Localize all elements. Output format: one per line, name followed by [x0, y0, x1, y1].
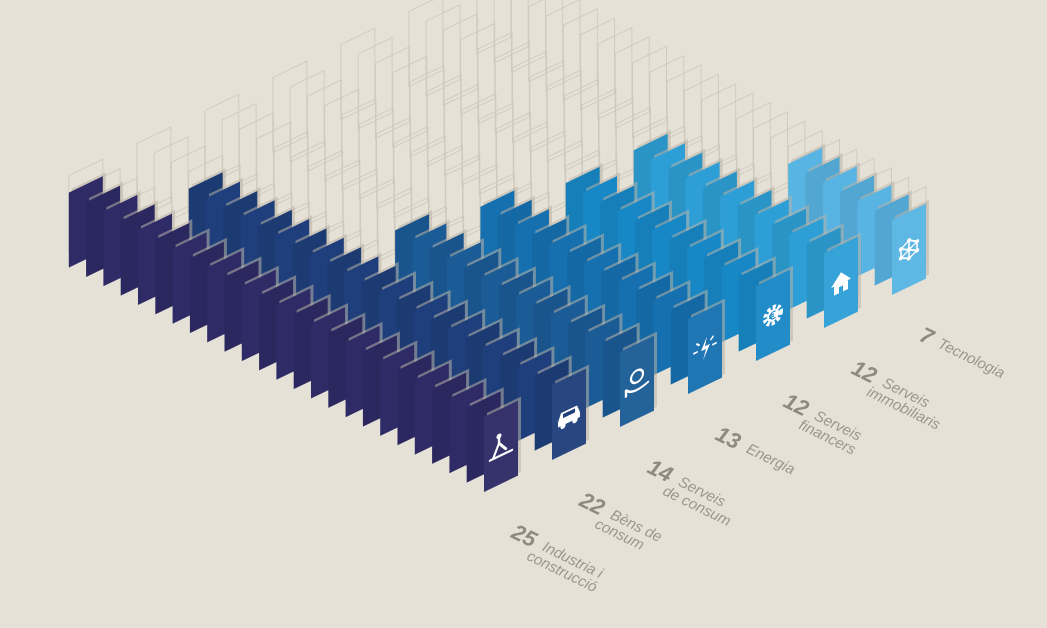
empty-slot-outline	[460, 22, 496, 116]
empty-slot-outline	[325, 158, 361, 252]
empty-slot-outline	[306, 79, 342, 173]
sector-value: 7	[916, 322, 940, 351]
empty-slot-outline	[308, 149, 344, 243]
filled-unit-cards	[68, 129, 929, 492]
empty-slot-outline	[428, 144, 463, 238]
unit-card	[892, 199, 929, 295]
empty-slot-outline	[546, 69, 582, 163]
empty-slot-outline	[408, 0, 444, 88]
empty-slot-outline	[649, 54, 685, 148]
empty-slot-outline	[735, 101, 771, 195]
lightning-icon	[693, 335, 717, 361]
empty-slot-outline	[597, 26, 633, 120]
gear-euro-icon	[763, 304, 783, 327]
empty-slot-outline	[545, 0, 581, 92]
sector-value: 25	[507, 519, 542, 553]
empty-slot-outline	[272, 60, 308, 154]
empty-slot-outline	[496, 111, 531, 205]
hand-coin-icon	[624, 368, 650, 398]
empty-slot-outline	[461, 92, 497, 186]
empty-slot-outline	[512, 50, 548, 144]
empty-slot-outline	[530, 130, 566, 224]
empty-slot-outline	[289, 69, 325, 163]
unit-card	[756, 265, 793, 361]
empty-slot-outline	[753, 111, 789, 204]
empty-slot-outline	[562, 8, 598, 102]
network-icon	[898, 237, 920, 261]
sector-value: 12	[780, 388, 814, 422]
empty-slot-outline	[718, 92, 754, 186]
empty-slot-outline	[701, 83, 737, 176]
empty-slot-outline	[153, 135, 189, 229]
unit-card	[552, 364, 589, 460]
empty-slot-outline	[340, 27, 376, 121]
unit-card	[688, 298, 725, 394]
unit-card	[824, 232, 861, 328]
empty-slot-outline	[358, 107, 394, 201]
empty-slot-outline	[580, 17, 616, 111]
empty-slot-outline	[445, 153, 481, 247]
sector-label: Energia	[744, 440, 798, 478]
empty-slot-outline	[528, 0, 564, 83]
empty-slot-outline	[493, 0, 529, 64]
empty-slot-outline	[510, 0, 546, 74]
empty-slot-outline	[442, 13, 478, 107]
empty-slot-outline	[324, 88, 360, 182]
car-icon	[558, 405, 580, 430]
empty-slot-outline	[392, 55, 428, 149]
empty-slot-outline	[683, 73, 719, 167]
empty-slot-outline	[409, 64, 445, 158]
empty-slot-outline	[477, 31, 513, 125]
unit-card	[484, 396, 521, 492]
empty-slot-outline	[374, 46, 410, 140]
empty-slot-outline	[341, 97, 377, 191]
empty-slot-outline	[666, 64, 702, 158]
sector-label: Tecnologia	[935, 335, 1007, 382]
empty-slot-outline	[478, 102, 514, 196]
empty-slot-outline	[426, 74, 462, 168]
crane-icon	[488, 433, 514, 462]
empty-slot-outline	[581, 87, 617, 181]
empty-slot-outline	[444, 83, 480, 177]
empty-slot-outline	[376, 116, 412, 210]
empty-slot-outline	[256, 121, 292, 215]
empty-slot-outline	[529, 59, 565, 153]
empty-slot-outline	[564, 78, 599, 172]
empty-slot-outline	[410, 135, 446, 229]
empty-slot-outline	[221, 102, 257, 196]
unit-card	[620, 331, 657, 427]
empty-slot-outline	[632, 45, 667, 139]
empty-slot-outline	[342, 168, 378, 262]
sector-value: 13	[712, 421, 745, 454]
empty-slot-outline	[136, 126, 172, 220]
empty-slot-outline	[204, 93, 240, 187]
empty-slot-outline	[614, 36, 650, 130]
empty-slot-outline	[290, 140, 326, 234]
sector-value: 12	[848, 355, 882, 389]
empty-slot-outline	[425, 3, 461, 97]
empty-slot-outline	[494, 41, 530, 135]
empty-slot-outline	[238, 112, 274, 206]
sector-value: 22	[575, 487, 610, 521]
sector-value: 14	[644, 454, 677, 487]
empty-slot-outline	[393, 125, 429, 219]
empty-slot-outline	[476, 0, 512, 55]
empty-slot-outline	[598, 97, 634, 191]
house-icon	[831, 272, 851, 296]
empty-slot-outline	[513, 120, 549, 214]
empty-slot-outline	[357, 36, 393, 130]
empty-slot-outline	[273, 130, 309, 224]
empty-slot-outline	[360, 177, 395, 271]
